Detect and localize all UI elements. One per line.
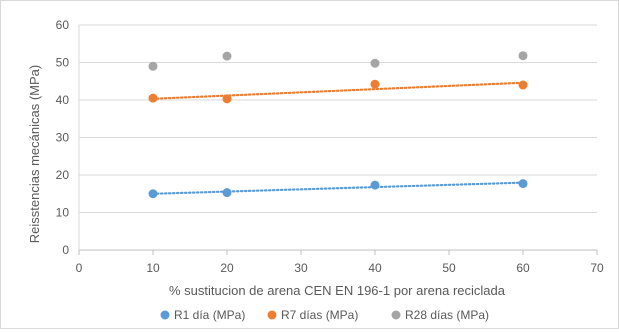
y-axis-label: Reisstencias mecánicas (MPa) [27, 65, 42, 243]
y-tick-label: 60 [56, 18, 70, 32]
legend: R1 día (MPa) R7 días (MPa) R28 días (MPa) [160, 308, 489, 322]
x-tick-label: 10 [146, 261, 160, 275]
x-tick-label: 30 [294, 261, 308, 275]
y-tick-label: 30 [56, 131, 70, 145]
data-point-series-1 [222, 94, 232, 104]
legend-marker-series-2 [391, 310, 401, 320]
y-tick-label: 0 [62, 243, 69, 257]
trendline-series-1 [151, 81, 525, 100]
y-tick-label: 10 [56, 206, 70, 220]
data-point-series-2 [222, 51, 232, 61]
data-point-series-0 [222, 188, 232, 198]
legend-marker-series-0 [160, 310, 170, 320]
legend-label-series-0: R1 día (MPa) [174, 308, 245, 322]
data-point-series-1 [370, 79, 380, 89]
legend-label-series-2: R28 días (MPa) [405, 308, 489, 322]
scatter-chart: 0 10 20 30 40 50 60 0 10 20 30 40 50 60 70 Reisstenci… [27, 18, 604, 322]
x-tick-label: 60 [516, 261, 530, 275]
x-tick-label: 40 [368, 261, 382, 275]
y-tick-labels: 0 10 20 30 40 50 60 [56, 18, 70, 257]
x-tick-label: 20 [220, 261, 234, 275]
axes [78, 25, 598, 255]
y-tick-label: 50 [56, 56, 70, 70]
data-point-series-0 [518, 179, 528, 189]
x-tick-label: 70 [590, 261, 604, 275]
trendlines [151, 81, 525, 195]
trendline-series-0 [151, 181, 525, 195]
data-point-series-2 [518, 51, 528, 61]
data-point-series-2 [370, 58, 380, 68]
legend-marker-series-1 [267, 310, 277, 320]
data-point-series-2 [148, 61, 158, 71]
y-tick-label: 40 [56, 93, 70, 107]
data-point-series-1 [148, 93, 158, 103]
x-tick-label: 0 [76, 261, 83, 275]
x-tick-labels: 0 10 20 30 40 50 60 70 [76, 261, 604, 275]
legend-label-series-1: R7 días (MPa) [281, 308, 358, 322]
x-axis-label: % sustitucion de arena CEN EN 196-1 por … [169, 283, 506, 298]
data-point-series-0 [370, 180, 380, 190]
data-point-series-0 [148, 189, 158, 199]
gridlines [79, 24, 597, 213]
data-points [148, 51, 528, 199]
data-point-series-1 [518, 80, 528, 90]
x-tick-label: 50 [442, 261, 456, 275]
y-tick-label: 20 [56, 168, 70, 182]
